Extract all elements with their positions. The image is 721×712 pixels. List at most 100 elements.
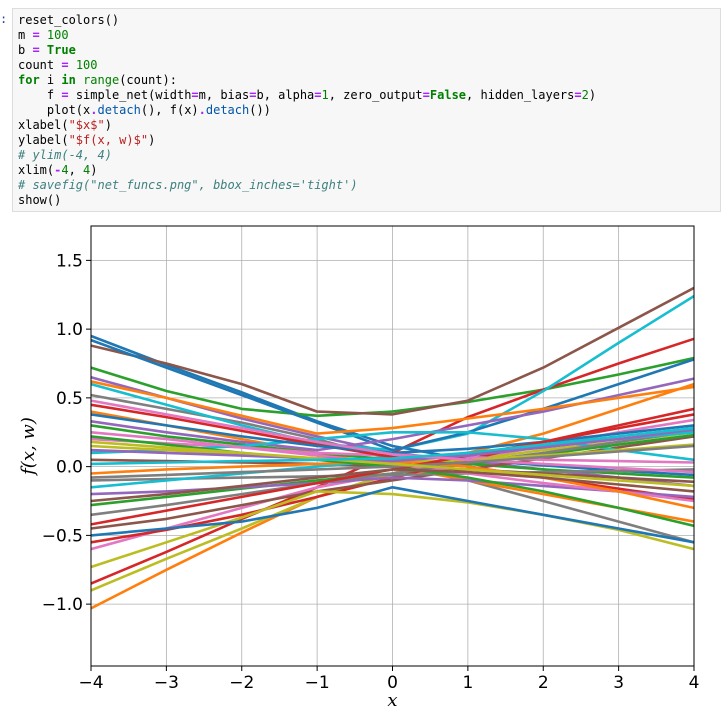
x-tick-label: 1 [462, 673, 473, 693]
code-token: 100 [46, 28, 69, 42]
code-token: False [429, 88, 467, 102]
code-token: 4 [83, 163, 91, 177]
code-token: f [18, 88, 62, 102]
x-tick-label: −3 [154, 673, 179, 693]
series-line [91, 429, 694, 517]
series-line [91, 338, 694, 452]
series-line [91, 286, 694, 416]
x-tick-label: 4 [689, 673, 700, 693]
code-token: , hidden_layers [466, 88, 575, 102]
code-line: count = 100 [18, 58, 596, 73]
code-token: detach [205, 103, 250, 117]
series-line [91, 485, 694, 544]
code-line: b = True [18, 43, 596, 58]
code-token: 100 [75, 58, 98, 72]
x-tick-label: −2 [229, 673, 254, 693]
code-token: plot(x [18, 103, 91, 117]
series-line [91, 468, 694, 503]
line-chart: −4 −3 −2 −1 0 1 2 3 4 −1.0 −0.5 0.0 0.5 1.0 1.5 x f(x, w… [18, 225, 700, 711]
code-token: ()) [249, 103, 271, 117]
code-token: = [574, 88, 582, 102]
series-line [91, 380, 694, 435]
y-axis-label: f(x, w) [18, 417, 39, 477]
y-tick-label: −1.0 [42, 595, 83, 615]
code-token [69, 58, 76, 72]
x-tick-label: 2 [538, 673, 549, 693]
code-token [76, 73, 83, 87]
code-token: reset_colors() [18, 13, 120, 27]
code-token: = [191, 88, 199, 102]
code-token: in [61, 73, 76, 87]
code-editor[interactable]: reset_colors() m = 100 b = True count = 100… [18, 13, 596, 208]
code-line: ylabel("$f(x, w)$") [18, 133, 596, 148]
code-token: 1 [321, 88, 329, 102]
code-line: xlim(-4, 4) [18, 163, 596, 178]
code-token: detach [97, 103, 141, 117]
y-tick-label: 0.5 [56, 389, 83, 409]
code-token: = [32, 28, 40, 42]
code-token: ) [104, 118, 112, 132]
code-token: . [90, 103, 98, 117]
code-line: for i in range(count): [18, 73, 596, 88]
code-line: f = simple_net(width=m, bias=b, alpha=1,… [18, 88, 596, 103]
code-token: = [61, 88, 69, 102]
code-token: = [32, 43, 40, 57]
code-token: 4 [61, 163, 69, 177]
x-axis-label: x [387, 690, 397, 711]
code-token: b [18, 43, 33, 57]
y-tick-label: −0.5 [42, 526, 83, 546]
code-token: # ylim(-4, 4) [18, 148, 112, 162]
x-tick-label: 0 [387, 673, 398, 693]
code-token: range [83, 73, 120, 87]
x-tick-label: 3 [613, 673, 624, 693]
code-token: = [249, 88, 257, 102]
code-token: = [314, 88, 322, 102]
code-token: ylabel( [18, 133, 69, 147]
code-token: , [68, 163, 84, 177]
x-tick-label: −1 [305, 673, 330, 693]
code-token: , zero_output [328, 88, 423, 102]
code-token: # savefig("net_funcs.png", bbox_inches='… [18, 178, 358, 192]
series-line [91, 403, 694, 501]
y-tick-label: 1.0 [56, 320, 83, 340]
code-token: m [18, 28, 33, 42]
code-token: for [18, 73, 40, 87]
code-token: . [198, 103, 206, 117]
code-token [40, 28, 47, 42]
code-line: reset_colors() [18, 13, 596, 28]
code-token: simple_net(width [68, 88, 192, 102]
series-line [91, 428, 694, 463]
code-token: xlim( [18, 163, 55, 177]
code-token: "$x$" [68, 118, 105, 132]
series-line [91, 426, 694, 466]
cell-prompt: : [0, 12, 8, 26]
code-token: xlabel( [18, 118, 69, 132]
series-line [91, 399, 694, 474]
code-line: show() [18, 193, 596, 208]
code-token: show() [18, 193, 62, 207]
series-line [91, 334, 694, 477]
code-token: ) [90, 163, 98, 177]
code-token: = [422, 88, 430, 102]
series-line [91, 444, 694, 479]
code-token: - [54, 163, 62, 177]
code-cell[interactable]: reset_colors() m = 100 b = True count = 100… [12, 8, 721, 212]
x-tick-label: −4 [78, 673, 103, 693]
code-token: m, bias [198, 88, 250, 102]
code-token: (count): [119, 73, 177, 87]
code-token: b, alpha [256, 88, 315, 102]
code-line: # savefig("net_funcs.png", bbox_inches='… [18, 178, 596, 193]
code-token: ) [148, 133, 156, 147]
code-line: plot(x.detach(), f(x).detach()) [18, 103, 596, 118]
code-line: # ylim(-4, 4) [18, 148, 596, 163]
code-token: (), f(x) [140, 103, 199, 117]
code-token: True [46, 43, 76, 57]
series-line [91, 356, 694, 418]
code-line: m = 100 [18, 28, 596, 43]
y-tick-label: 0.0 [56, 458, 83, 478]
code-token: = [61, 58, 69, 72]
series-line [91, 440, 694, 488]
code-token: i [39, 73, 62, 87]
code-token [40, 43, 47, 57]
series-line [91, 443, 694, 464]
